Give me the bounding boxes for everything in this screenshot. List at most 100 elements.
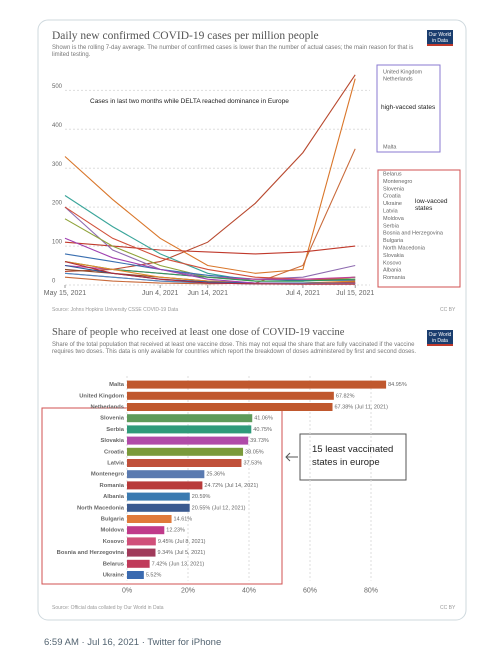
value-label: 25.36%: [206, 472, 225, 478]
annotation: Cases in last two months while DELTA rea…: [90, 98, 289, 105]
legend-label: Bosnia and Herzegovina: [383, 231, 444, 237]
series-line: [64, 148, 356, 285]
tweet-footer: 6:59 AM · Jul 16, 2021 · Twitter for iPh…: [44, 637, 222, 648]
annotation: 15 least vaccinated states in europe: [312, 444, 394, 468]
bar: [127, 548, 156, 557]
y-tick-label: 500: [52, 84, 63, 90]
source: Source: Johns Hopkins University CSSE CO…: [52, 307, 179, 313]
y-tick-label: 400: [52, 123, 63, 129]
value-label: 67.38% (Jul 11, 2021): [335, 404, 389, 410]
logo: Our World in Data: [427, 30, 453, 46]
legend-label: Malta: [383, 144, 397, 150]
y-tick-label: 300: [52, 162, 63, 168]
value-label: 12.23%: [166, 528, 185, 534]
x-tick-label: Jun 14, 2021: [187, 290, 228, 297]
chart-subtitle: Share of the total population that recei…: [52, 342, 417, 355]
x-tick-label: Jul 15, 2021: [336, 290, 374, 297]
value-label: 40.75%: [253, 427, 272, 433]
category-label: North Macedonia: [77, 505, 125, 511]
x-tick-label: 40%: [242, 587, 256, 594]
logo: Our World in Data: [427, 330, 453, 346]
bar: [127, 425, 252, 434]
category-label: Ukraine: [103, 573, 125, 579]
category-label: Albania: [103, 494, 125, 500]
bar: [127, 380, 387, 389]
value-label: 20.55% (Jul 12, 2021): [192, 505, 246, 511]
category-label: Slovenia: [100, 416, 125, 422]
legend-label: Moldova: [383, 216, 405, 222]
category-label: Croatia: [104, 449, 125, 455]
series-line: [64, 261, 356, 285]
x-tick-label: May 15, 2021: [44, 290, 87, 297]
value-label: 67.82%: [336, 393, 355, 399]
legend-label: Belarus: [383, 171, 402, 177]
bar: [127, 571, 144, 579]
license: CC BY: [440, 605, 456, 611]
x-tick-label: Jul 4, 2021: [286, 290, 320, 297]
series-line: [64, 253, 356, 281]
legend-label: Kosovo: [383, 260, 401, 266]
bar: [127, 526, 165, 535]
legend-label: United Kingdom: [383, 69, 423, 75]
source: Source: Official data collated by Our Wo…: [52, 605, 164, 611]
annotation-box: [299, 433, 407, 481]
category-label: Moldova: [100, 528, 124, 534]
series-line: [64, 78, 356, 274]
legend-label: Slovakia: [383, 253, 405, 259]
bar: [127, 447, 244, 456]
category-label: Kosovo: [103, 539, 125, 545]
legend-label: Ukraine: [383, 201, 402, 207]
value-label: 20.59%: [192, 494, 211, 500]
category-label: Bulgaria: [101, 517, 125, 523]
category-label: Romania: [100, 483, 125, 489]
category-label: Malta: [109, 382, 125, 388]
x-tick-label: 0%: [122, 587, 132, 594]
y-tick-label: 200: [52, 201, 63, 207]
arrow: [285, 452, 298, 462]
legend-label: Bulgaria: [383, 238, 404, 244]
legend-label: North Macedonia: [383, 245, 426, 251]
annotation: high-vacced states: [381, 104, 436, 111]
license: CC BY: [440, 307, 456, 313]
value-label: 9.45% (Jul 8, 2021): [158, 539, 206, 545]
x-tick-label: 20%: [181, 587, 195, 594]
y-tick-label: 100: [52, 240, 63, 246]
legend-label: Serbia: [383, 223, 400, 229]
value-label: 39.73%: [250, 438, 269, 444]
bar: [127, 470, 205, 479]
x-tick-label: Jun 4, 2021: [142, 290, 179, 297]
series-line: [64, 261, 356, 282]
annotation: low-vacced states: [415, 198, 448, 212]
value-label: 41.06%: [254, 416, 273, 422]
value-label: 14.61%: [174, 516, 193, 522]
bar: [127, 559, 150, 568]
bar: [127, 537, 156, 546]
legend-box: [377, 169, 461, 288]
bar: [127, 436, 249, 445]
category-label: Latvia: [107, 461, 125, 467]
chart-title: Daily new confirmed COVID-19 cases per m…: [52, 30, 319, 42]
legend-label: Romania: [383, 275, 406, 281]
bar: [127, 503, 190, 512]
chart-title: Share of people who received at least on…: [52, 327, 345, 338]
card: [37, 19, 467, 621]
bar: [127, 481, 203, 490]
category-label: Belarus: [103, 561, 124, 567]
y-tick-label: 0: [52, 279, 56, 285]
chart-subtitle: Shown is the rolling 7-day average. The …: [52, 45, 414, 58]
legend-label: Albania: [383, 268, 402, 274]
legend-box: [376, 64, 441, 153]
legend-label: Latvia: [383, 208, 399, 214]
bar: [127, 414, 253, 423]
value-label: 37.53%: [243, 460, 262, 466]
bar: [127, 403, 333, 411]
legend-label: Slovenia: [383, 186, 405, 192]
value-label: 84.95%: [388, 382, 407, 388]
legend-label: Croatia: [383, 194, 402, 200]
x-tick-label: 60%: [303, 587, 317, 594]
bar: [127, 515, 172, 523]
bar: [127, 391, 334, 400]
bar: [127, 459, 242, 467]
